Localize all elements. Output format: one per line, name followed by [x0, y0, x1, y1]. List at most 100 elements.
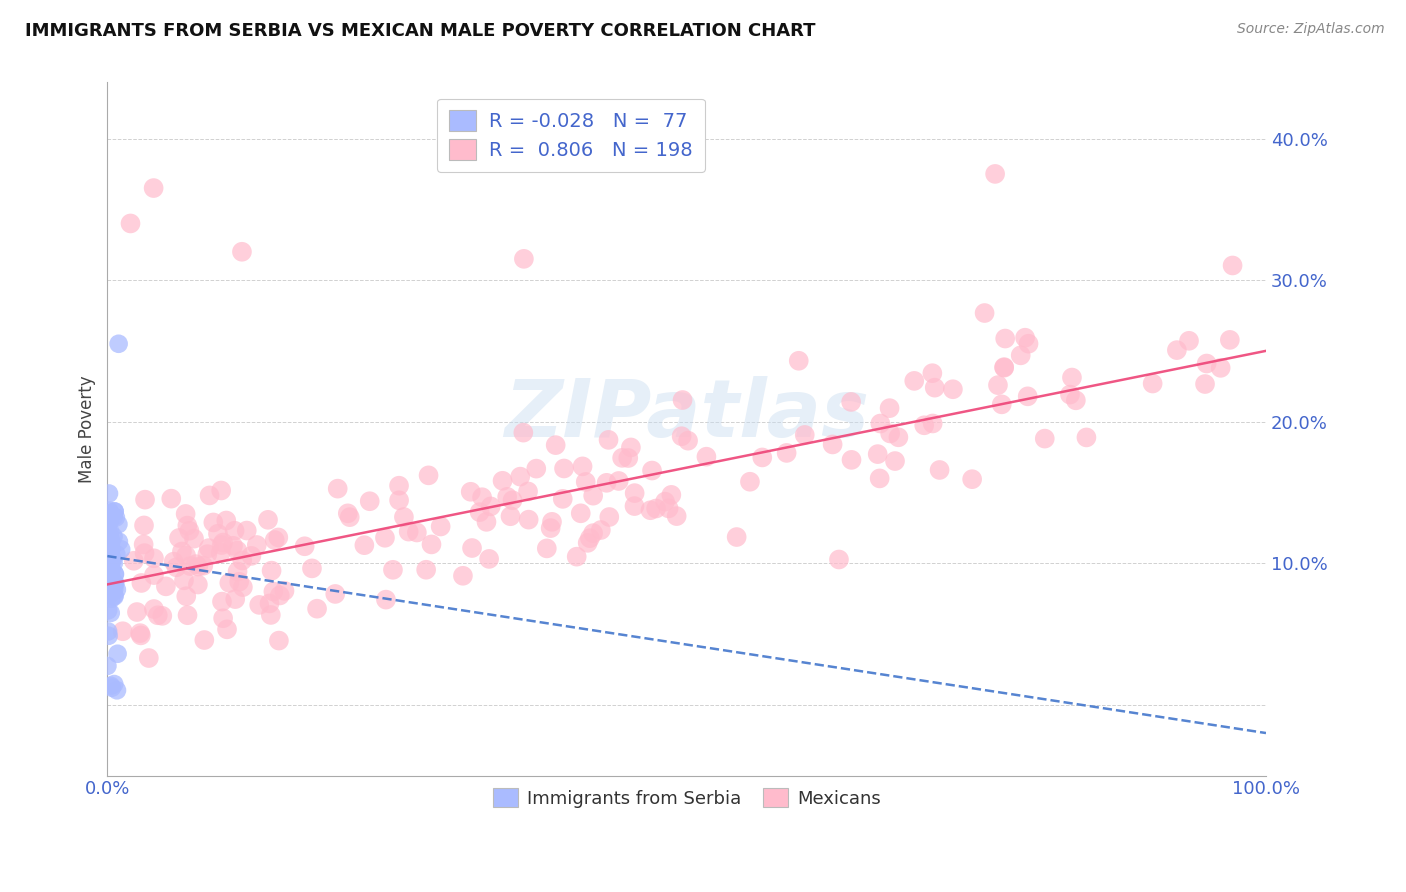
Mexicans: [165, 560, 187, 574]
Mexicans: [869, 471, 891, 485]
Mexicans: [928, 463, 950, 477]
Mexicans: [993, 360, 1015, 375]
Mexicans: [307, 601, 329, 615]
Immigrants from Serbia: [97, 515, 120, 529]
Mexicans: [994, 332, 1017, 346]
Mexicans: [226, 543, 249, 558]
Mexicans: [676, 434, 699, 448]
Mexicans: [267, 633, 290, 648]
Mexicans: [132, 518, 155, 533]
Mexicans: [738, 475, 761, 489]
Immigrants from Serbia: [98, 486, 121, 500]
Immigrants from Serbia: [97, 530, 120, 544]
Text: ZIPatlas: ZIPatlas: [505, 376, 869, 454]
Mexicans: [775, 446, 797, 460]
Mexicans: [129, 626, 152, 640]
Mexicans: [232, 580, 254, 594]
Mexicans: [579, 531, 602, 545]
Mexicans: [212, 611, 235, 625]
Mexicans: [131, 576, 153, 591]
Mexicans: [1222, 259, 1244, 273]
Mexicans: [163, 555, 186, 569]
Mexicans: [671, 392, 693, 407]
Immigrants from Serbia: [97, 624, 120, 639]
Mexicans: [479, 500, 502, 514]
Mexicans: [167, 531, 190, 545]
Immigrants from Serbia: [104, 576, 127, 591]
Immigrants from Serbia: [100, 561, 122, 575]
Mexicans: [207, 526, 229, 541]
Mexicans: [398, 524, 420, 539]
Mexicans: [620, 441, 643, 455]
Mexicans: [209, 483, 232, 498]
Mexicans: [129, 628, 152, 642]
Mexicans: [187, 577, 209, 591]
Mexicans: [134, 546, 156, 560]
Mexicans: [1014, 331, 1036, 345]
Mexicans: [231, 553, 253, 567]
Immigrants from Serbia: [105, 582, 128, 597]
Mexicans: [197, 547, 219, 561]
Mexicans: [246, 538, 269, 552]
Immigrants from Serbia: [97, 582, 120, 597]
Mexicans: [828, 552, 851, 566]
Mexicans: [222, 539, 245, 553]
Mexicans: [582, 489, 605, 503]
Immigrants from Serbia: [97, 559, 120, 574]
Legend: Immigrants from Serbia, Mexicans: Immigrants from Serbia, Mexicans: [485, 781, 889, 815]
Mexicans: [122, 554, 145, 568]
Mexicans: [987, 378, 1010, 392]
Mexicans: [641, 464, 664, 478]
Mexicans: [374, 531, 396, 545]
Mexicans: [984, 167, 1007, 181]
Immigrants from Serbia: [98, 582, 121, 597]
Immigrants from Serbia: [103, 582, 125, 596]
Mexicans: [269, 589, 291, 603]
Immigrants from Serbia: [107, 647, 129, 661]
Mexicans: [460, 484, 482, 499]
Mexicans: [496, 490, 519, 504]
Mexicans: [215, 514, 238, 528]
Immigrants from Serbia: [103, 557, 125, 571]
Immigrants from Serbia: [98, 547, 121, 561]
Mexicans: [209, 546, 232, 560]
Immigrants from Serbia: [107, 517, 129, 532]
Mexicans: [1059, 387, 1081, 401]
Immigrants from Serbia: [108, 534, 131, 549]
Immigrants from Serbia: [110, 542, 132, 557]
Mexicans: [132, 537, 155, 551]
Mexicans: [617, 450, 640, 465]
Mexicans: [160, 491, 183, 506]
Immigrants from Serbia: [98, 504, 121, 518]
Mexicans: [174, 507, 197, 521]
Mexicans: [751, 450, 773, 465]
Mexicans: [193, 558, 215, 573]
Immigrants from Serbia: [100, 549, 122, 564]
Immigrants from Serbia: [98, 529, 121, 543]
Mexicans: [263, 533, 285, 547]
Mexicans: [184, 557, 207, 571]
Immigrants from Serbia: [98, 506, 121, 520]
Mexicans: [589, 523, 612, 537]
Mexicans: [257, 513, 280, 527]
Mexicans: [665, 509, 688, 524]
Mexicans: [259, 596, 281, 610]
Mexicans: [405, 525, 427, 540]
Mexicans: [260, 607, 283, 622]
Mexicans: [339, 510, 361, 524]
Immigrants from Serbia: [100, 560, 122, 574]
Immigrants from Serbia: [100, 555, 122, 569]
Mexicans: [125, 605, 148, 619]
Mexicans: [267, 531, 290, 545]
Text: Source: ZipAtlas.com: Source: ZipAtlas.com: [1237, 22, 1385, 37]
Mexicans: [224, 524, 246, 538]
Mexicans: [183, 532, 205, 546]
Mexicans: [155, 579, 177, 593]
Mexicans: [142, 181, 165, 195]
Mexicans: [429, 519, 451, 533]
Mexicans: [247, 598, 270, 612]
Immigrants from Serbia: [101, 575, 124, 590]
Mexicans: [671, 429, 693, 443]
Mexicans: [1010, 348, 1032, 362]
Mexicans: [595, 475, 617, 490]
